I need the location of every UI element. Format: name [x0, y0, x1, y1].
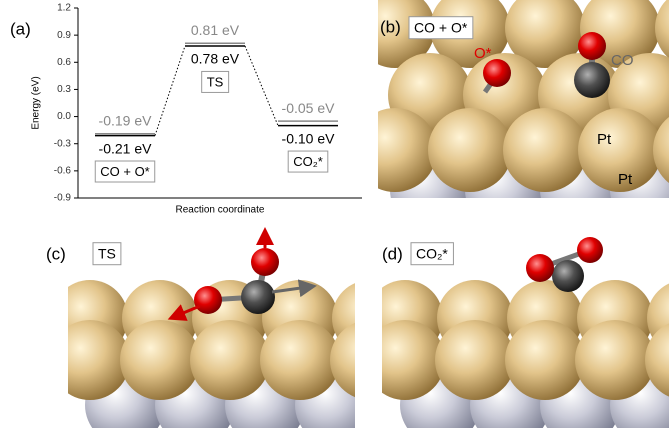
y-tick-label: 1.2	[57, 3, 71, 14]
y-tick-label: 0.0	[57, 111, 71, 122]
atom	[241, 280, 275, 314]
value-label: 0.78 eV	[191, 51, 240, 67]
atom	[526, 254, 554, 282]
atom	[575, 320, 655, 400]
annotation: Pt	[597, 131, 612, 148]
atom	[120, 320, 200, 400]
state-label: CO₂*	[293, 154, 323, 169]
state-label: CO + O*	[100, 164, 150, 179]
atom	[505, 320, 585, 400]
value-label: -0.21 eV	[99, 140, 153, 156]
atom	[194, 286, 222, 314]
value-label: -0.10 eV	[282, 130, 336, 146]
atom	[251, 248, 279, 276]
state-label: TS	[207, 74, 224, 89]
atom	[260, 320, 340, 400]
annotation: Pt	[618, 171, 633, 188]
atom	[483, 59, 511, 87]
atom	[50, 320, 130, 400]
panel-title: CO₂*	[416, 246, 448, 262]
panel-label: (a)	[10, 19, 31, 38]
atom	[578, 32, 606, 60]
value-label: 0.81 eV	[191, 22, 240, 38]
atom	[365, 320, 445, 400]
atom	[577, 237, 603, 263]
annotation: CO	[611, 52, 634, 69]
y-tick-label: -0.9	[54, 193, 72, 204]
value-label: -0.19 eV	[99, 112, 153, 128]
y-tick-label: 0.9	[57, 30, 71, 41]
atom	[503, 108, 587, 192]
figure: (a) -0.9 -0.6 -0.3 0.0 0.3 0.6 0.9 1.2 Energy (eV…	[0, 0, 669, 428]
y-axis-label: Energy (eV)	[31, 76, 42, 129]
renderings	[50, 0, 669, 428]
y-tick-label: -0.6	[54, 165, 72, 176]
connector	[245, 46, 278, 126]
atom	[428, 108, 512, 192]
atom	[435, 320, 515, 400]
panel-d-image	[365, 280, 669, 428]
panel-title: CO + O*	[414, 20, 468, 36]
y-tick-label: -0.3	[54, 138, 72, 149]
atom	[552, 260, 584, 292]
panel-label: (c)	[46, 244, 66, 263]
x-axis-label: Reaction coordinate	[176, 205, 265, 216]
y-tick-label: 0.3	[57, 84, 71, 95]
panel-label: (d)	[382, 244, 403, 263]
atom	[353, 108, 437, 192]
panel-c-image	[50, 280, 410, 428]
panel-label: (b)	[380, 17, 401, 36]
panel-title: TS	[98, 246, 116, 262]
value-label: -0.05 eV	[282, 100, 336, 116]
atom	[190, 320, 270, 400]
annotation: O*	[474, 45, 492, 62]
connector	[155, 46, 185, 136]
y-tick-label: 0.6	[57, 57, 71, 68]
atom	[574, 62, 610, 98]
